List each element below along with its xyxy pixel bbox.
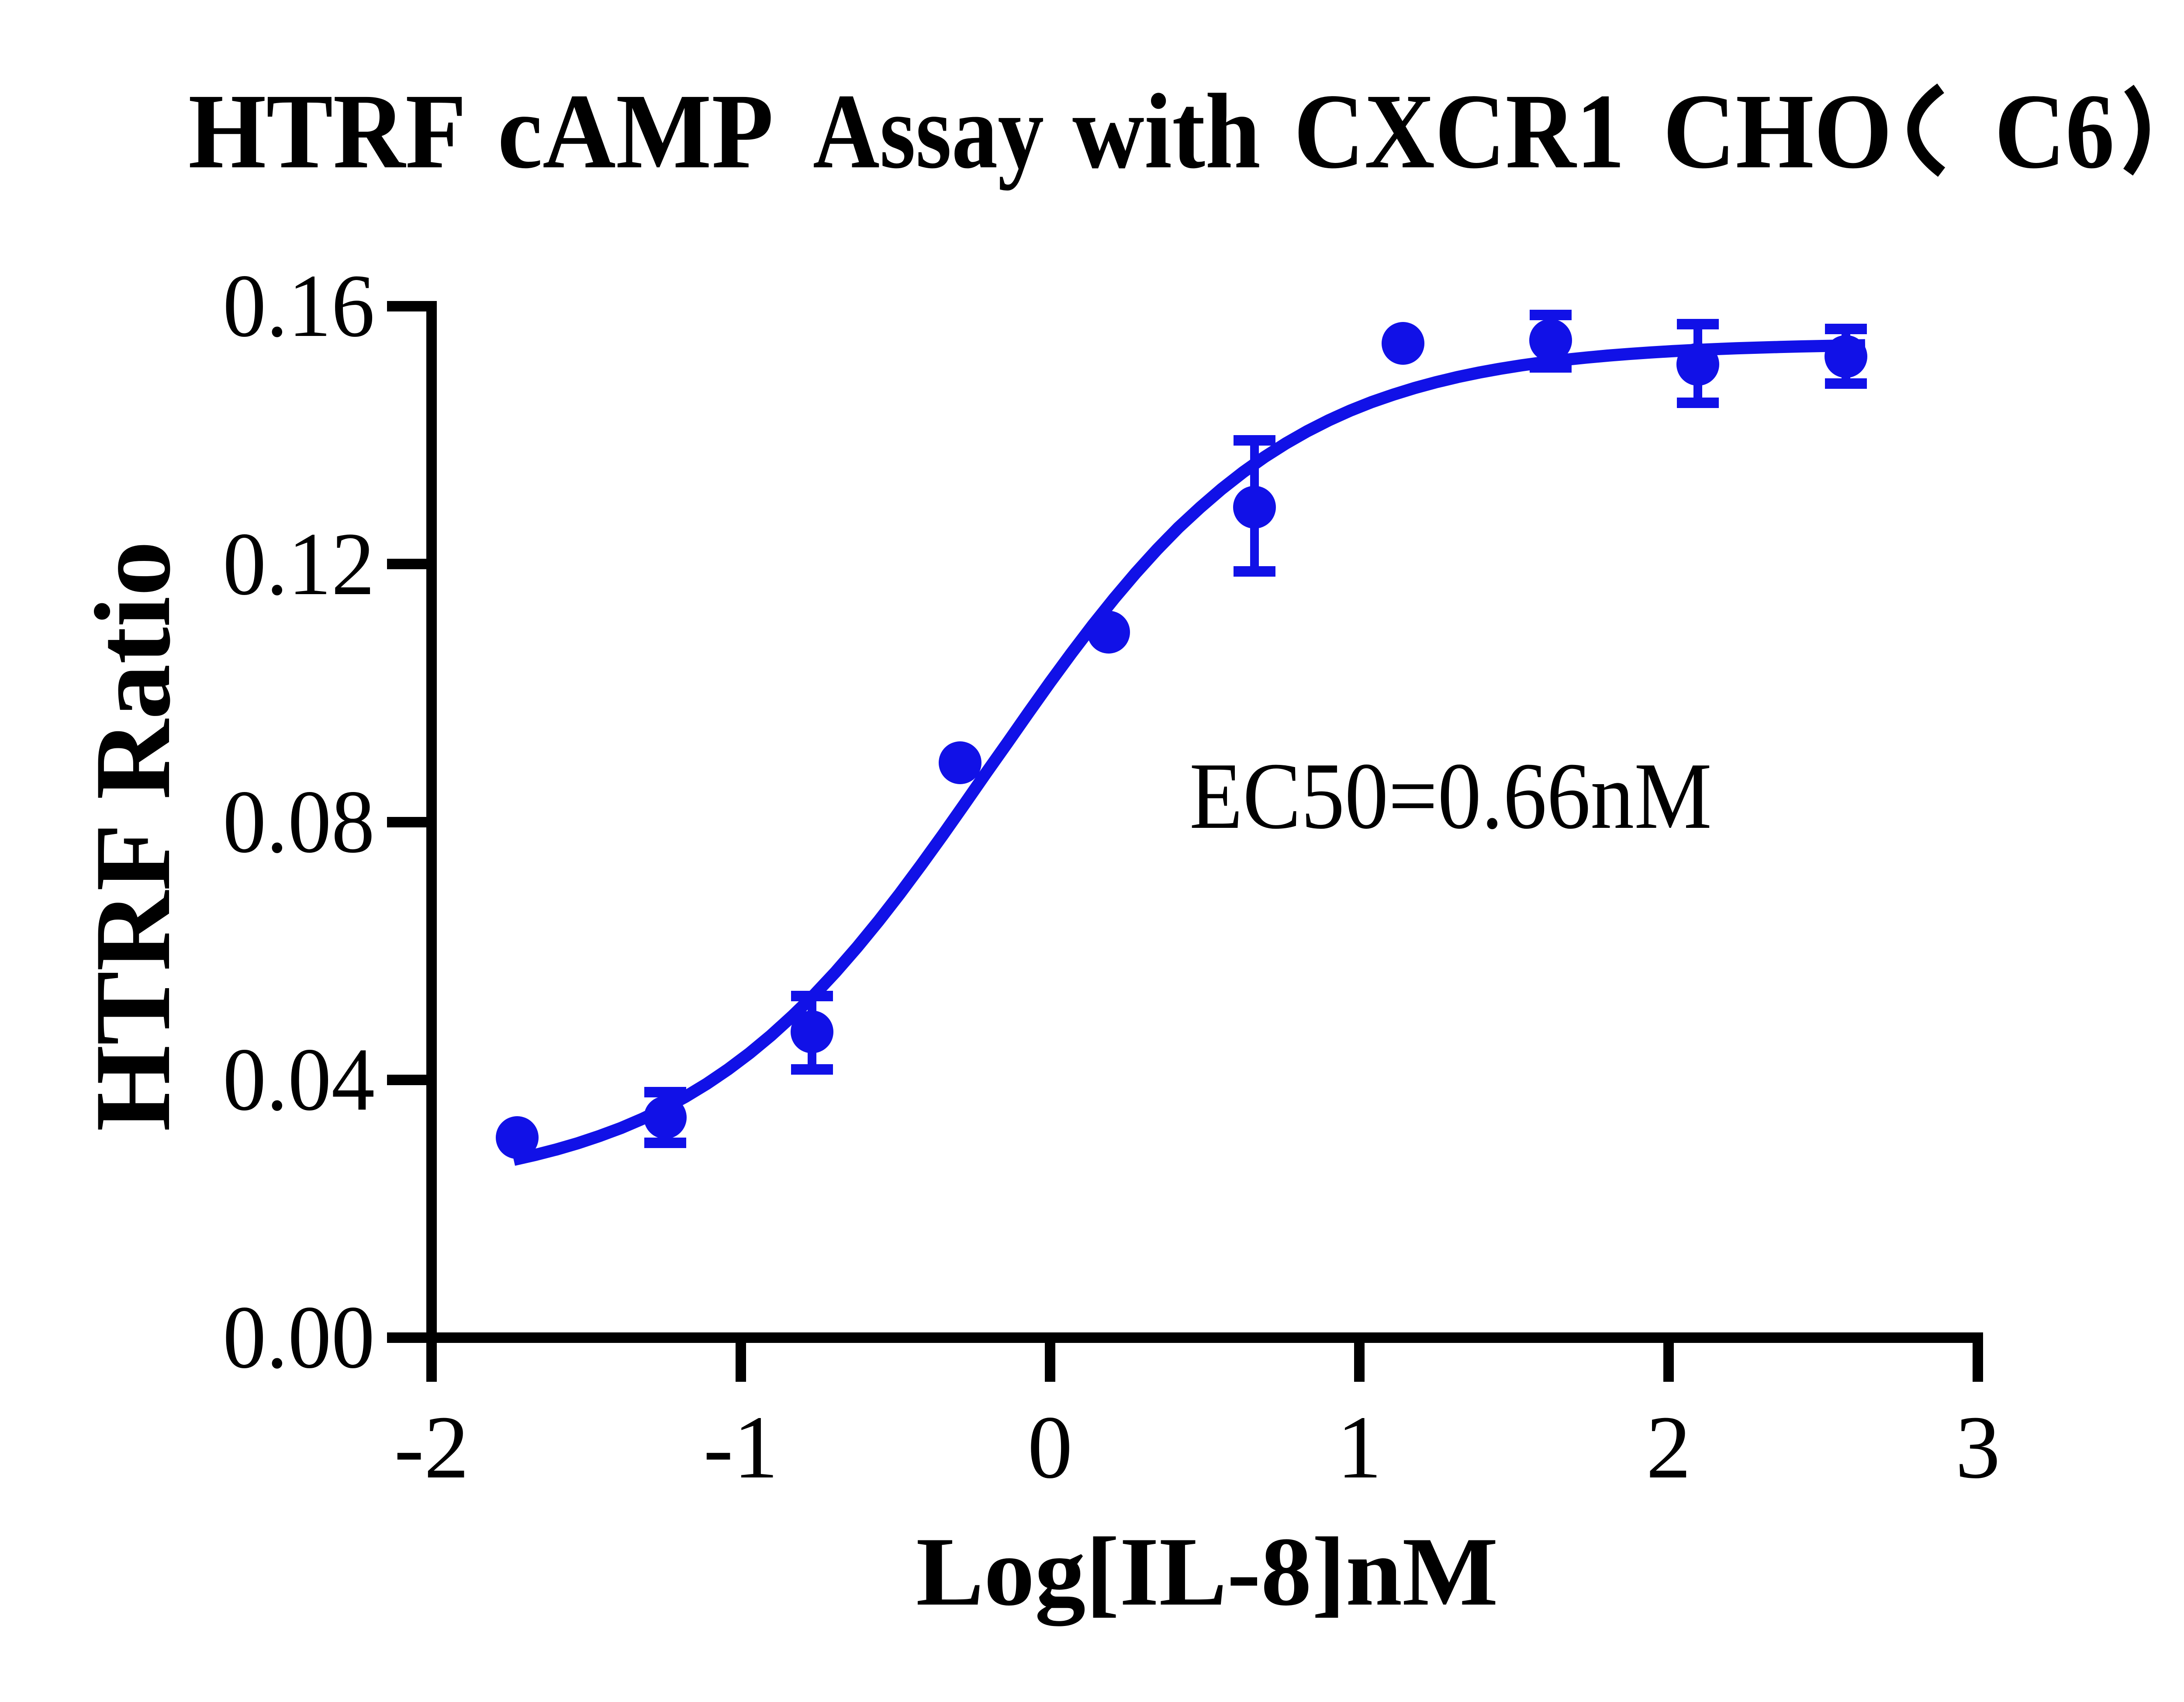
svg-text:3: 3 xyxy=(1956,1397,2001,1497)
svg-text:EC50=0.66nM: EC50=0.66nM xyxy=(1189,744,1712,849)
svg-text:0.12: 0.12 xyxy=(223,514,375,614)
svg-text:C6: C6 xyxy=(1994,72,2115,191)
svg-text:HTRF Ratio: HTRF Ratio xyxy=(73,541,193,1131)
svg-text:HTRF: HTRF xyxy=(188,72,467,191)
svg-text:CXCR1: CXCR1 xyxy=(1294,72,1625,191)
svg-text:0.08: 0.08 xyxy=(223,771,375,872)
svg-text:cAMP: cAMP xyxy=(498,72,774,191)
svg-text:0.16: 0.16 xyxy=(223,256,375,356)
svg-text:with: with xyxy=(1072,72,1261,191)
svg-text:-1: -1 xyxy=(703,1397,778,1497)
svg-text:Assay: Assay xyxy=(813,72,1044,191)
svg-text:2: 2 xyxy=(1646,1397,1691,1497)
svg-text:CHO: CHO xyxy=(1663,72,1892,191)
svg-text:0.00: 0.00 xyxy=(223,1287,375,1387)
svg-text:1: 1 xyxy=(1337,1397,1382,1497)
svg-text:-2: -2 xyxy=(394,1397,469,1497)
svg-text:0: 0 xyxy=(1028,1397,1073,1497)
svg-text:Log[IL-8]nM: Log[IL-8]nM xyxy=(916,1517,1498,1626)
svg-text:0.04: 0.04 xyxy=(223,1029,375,1129)
